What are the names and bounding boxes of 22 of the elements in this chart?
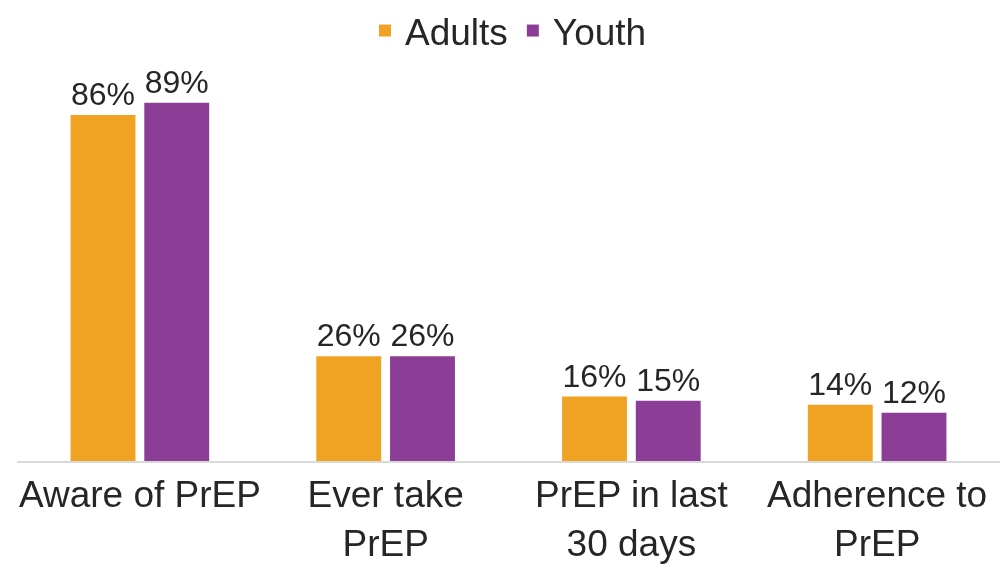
bar — [316, 356, 382, 461]
data-label: 14% — [808, 365, 873, 402]
bar — [635, 400, 701, 461]
bar — [390, 356, 455, 461]
data-label: 26% — [316, 317, 381, 354]
x-tick-label: Aware of PrEP — [18, 474, 261, 516]
x-tick-label: Ever take PrEP — [307, 474, 464, 564]
data-label: 16% — [562, 357, 627, 394]
bar — [144, 102, 210, 461]
legend-label: Adults — [405, 11, 508, 53]
data-label: 15% — [636, 361, 701, 398]
data-label: 26% — [390, 317, 455, 354]
x-tick-label: Adherence to PrEP — [767, 474, 988, 564]
bar — [70, 114, 136, 461]
bar — [881, 412, 947, 461]
data-label: 89% — [144, 63, 209, 100]
legend-label: Youth — [552, 11, 647, 53]
x-tick-label: PrEP in last 30 days — [535, 474, 729, 564]
bar — [562, 396, 627, 461]
data-label: 86% — [70, 75, 136, 112]
bar — [807, 404, 873, 461]
data-label: 12% — [881, 373, 947, 410]
